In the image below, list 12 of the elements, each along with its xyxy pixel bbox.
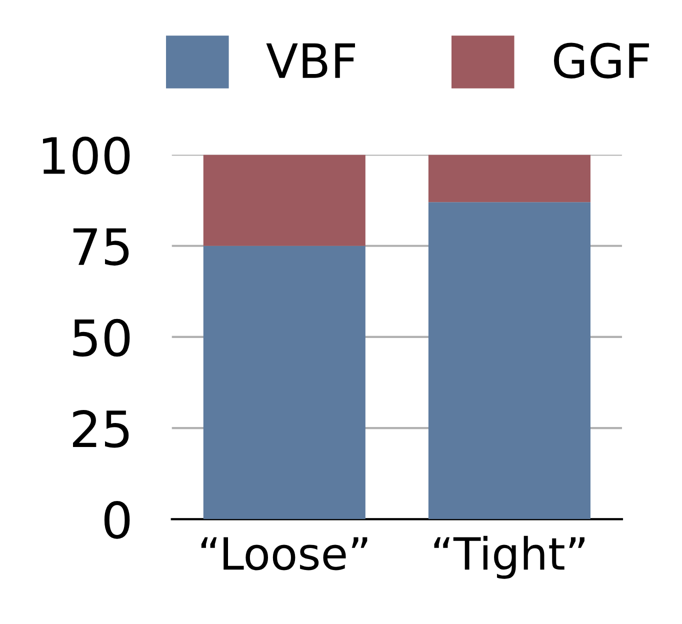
legend-label: VBF	[266, 43, 355, 78]
x-tick-label: “Tight”	[434, 536, 584, 579]
y-tick-label: 75	[73, 228, 129, 266]
x-tick-label: “Loose”	[201, 537, 368, 570]
y-tick-label: 0	[104, 501, 130, 539]
bar	[203, 154, 366, 246]
y-tick-label: 100	[43, 136, 130, 174]
bar	[203, 246, 366, 520]
y-tick-label: 50	[73, 318, 130, 357]
bar	[428, 154, 590, 202]
legend-label: GGF	[554, 42, 649, 78]
y-tick-label: 25	[73, 410, 129, 448]
